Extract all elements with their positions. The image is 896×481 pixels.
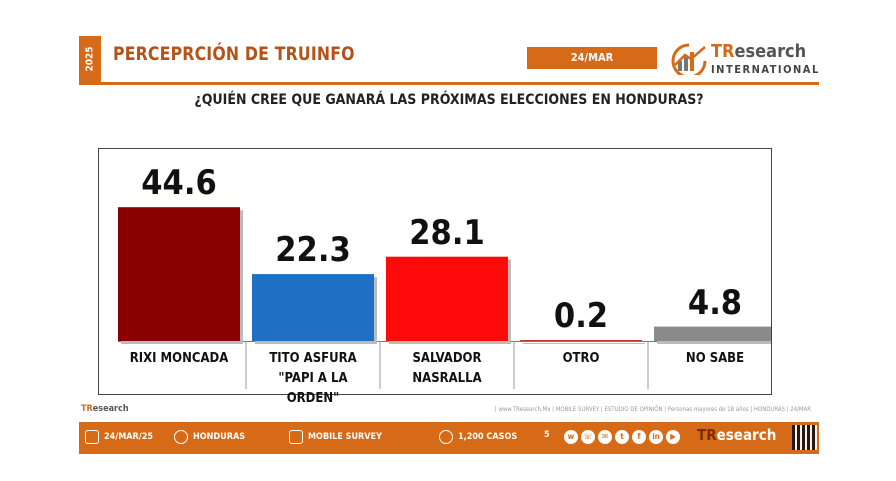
survey-question: ¿QUIÉN CREE QUE GANARÁ LAS PRÓXIMAS ELEC… bbox=[194, 92, 704, 108]
footer-date-text: 24/MAR/25 bbox=[104, 432, 154, 442]
social-links: w ☏ ✉ t f in ▶ bbox=[564, 430, 680, 444]
category-label-0: RIXI MONCADA bbox=[129, 351, 229, 366]
footer-date: 24/MAR/25 bbox=[85, 430, 153, 444]
footer-cases-text: 1,200 CASOS bbox=[458, 432, 518, 442]
footer-method-text: MOBILE SURVEY bbox=[308, 432, 382, 442]
value-label-1: 22.3 bbox=[275, 230, 351, 271]
footer-country-text: HONDURAS bbox=[193, 432, 246, 442]
footer-country: HONDURAS bbox=[174, 430, 245, 444]
category-label-3: OTRO bbox=[562, 351, 600, 366]
footer-small-logo: TResearch bbox=[81, 404, 129, 414]
footer-cases: 1,200 CASOS bbox=[439, 430, 517, 444]
page-title: PERCEPRCIÓN DE TRUINFO bbox=[113, 43, 355, 65]
footer-method: MOBILE SURVEY bbox=[289, 430, 382, 444]
category-label-1: TITO ASFURA "PAPI A LA ORDEN" bbox=[269, 351, 357, 406]
page-number: 5 bbox=[544, 430, 550, 440]
footer-logo-text: TResearch bbox=[697, 426, 777, 444]
facebook-icon[interactable]: f bbox=[632, 430, 646, 444]
value-label-4: 4.8 bbox=[687, 282, 743, 323]
www-icon[interactable]: w bbox=[564, 430, 578, 444]
logo-mark-icon bbox=[671, 43, 707, 75]
youtube-icon[interactable]: ▶ bbox=[666, 430, 680, 444]
bar-3 bbox=[520, 340, 642, 341]
linkedin-icon[interactable]: in bbox=[649, 430, 663, 444]
source-line: TResearch | www.TResearch.Mx | MOBILE SU… bbox=[79, 404, 819, 418]
header-divider bbox=[79, 82, 819, 85]
category-label-4: NO SABE bbox=[685, 351, 745, 366]
value-label-3: 0.2 bbox=[553, 296, 609, 336]
category-label-2: SALVADOR NASRALLA bbox=[412, 351, 482, 386]
source-text: | www.TResearch.Mx | MOBILE SURVEY | EST… bbox=[494, 406, 811, 413]
calendar-icon bbox=[85, 430, 99, 444]
bar-2 bbox=[386, 256, 508, 341]
footer-bar: 24/MAR/25 HONDURAS MOBILE SURVEY 1,200 C… bbox=[79, 422, 819, 461]
qr-code[interactable] bbox=[792, 425, 817, 450]
slide: 2025 PERCEPRCIÓN DE TRUINFO 24/MAR TRese… bbox=[79, 36, 819, 461]
bar-shadow bbox=[523, 343, 645, 344]
year-tab-label: 2025 bbox=[84, 46, 96, 72]
phone-icon bbox=[289, 430, 303, 444]
year-tab: 2025 bbox=[79, 36, 101, 82]
whatsapp-icon[interactable]: ☏ bbox=[581, 430, 595, 444]
map-icon bbox=[174, 430, 188, 444]
value-label-2: 28.1 bbox=[409, 212, 485, 253]
footer-logo-subtext: INTERNATIONAL bbox=[697, 453, 767, 461]
chart-frame: 44.6 RIXI MONCADA 22.3 TITO ASFURA "PAPI A … bbox=[98, 148, 772, 406]
date-badge: 24/MAR bbox=[527, 47, 657, 69]
logo-text: TResearch bbox=[711, 41, 807, 62]
value-label-0: 44.6 bbox=[141, 163, 217, 204]
bar-chart bbox=[118, 207, 771, 389]
footer-logo: TResearch INTERNATIONAL bbox=[697, 425, 776, 463]
email-icon[interactable]: ✉ bbox=[598, 430, 612, 444]
twitter-icon[interactable]: t bbox=[615, 430, 629, 444]
bar-0 bbox=[118, 207, 240, 341]
bar-4 bbox=[654, 326, 771, 341]
logo-subtext: INTERNATIONAL bbox=[711, 63, 820, 76]
people-icon bbox=[439, 430, 453, 444]
brand-logo: TResearch INTERNATIONAL bbox=[669, 39, 819, 79]
bar-1 bbox=[252, 274, 374, 341]
